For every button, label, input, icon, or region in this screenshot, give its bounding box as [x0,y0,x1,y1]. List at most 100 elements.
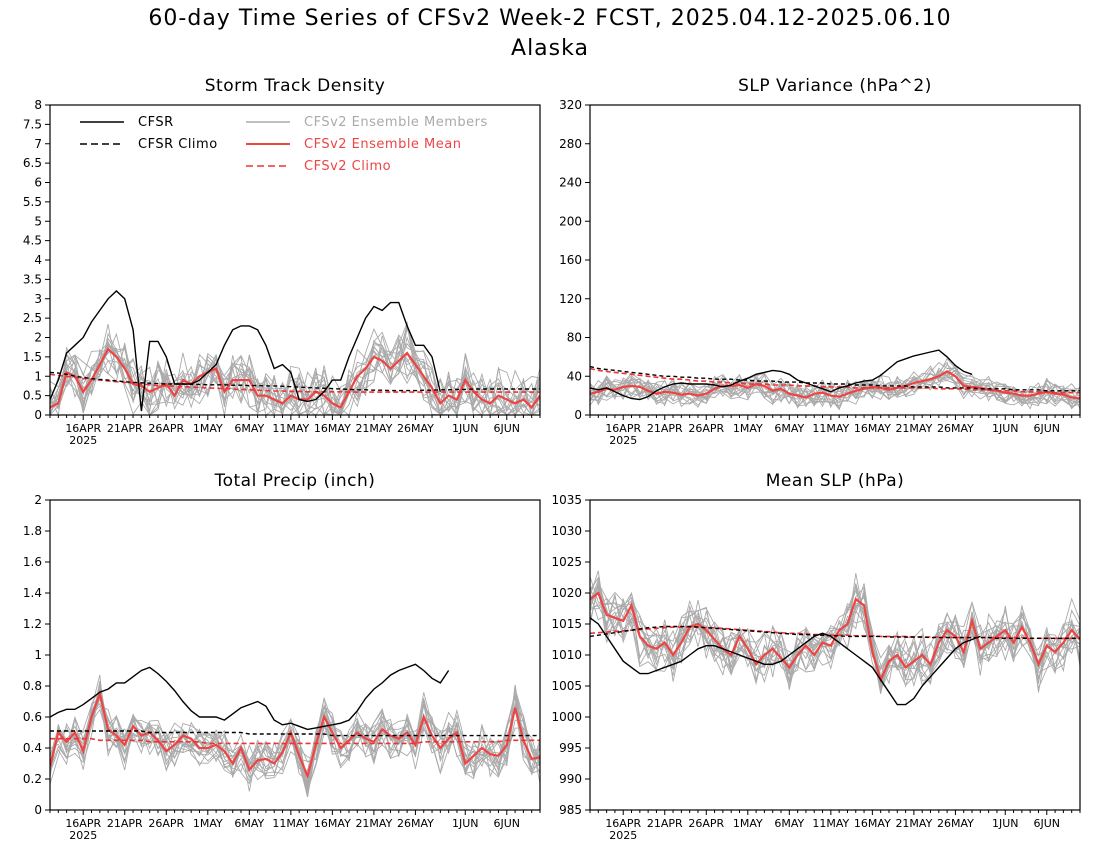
x-tick-label: 26APR [688,422,724,435]
y-tick-label: 2 [34,493,42,507]
x-tick-label: 6MAY [234,422,264,435]
panel-4: Mean SLP (hPa) 985 990 995 1000 1005 1010 1015 1… [551,471,1081,842]
panel-title: SLP Variance (hPa^2) [738,76,932,96]
y-tick-label: 7 [34,137,42,151]
x-tick-label: 16APR [605,817,641,830]
y-tick-label: 5 [34,214,42,228]
x-tick-label: 6MAY [774,422,804,435]
x-tick-label: 21MAY [355,817,392,830]
y-tick-label: 7.5 [23,117,42,131]
x-tick-label: 16APR [65,422,101,435]
y-tick-label: 0.5 [23,389,42,403]
y-tick-label: 8 [34,98,42,112]
ensemble-member-line [590,370,1080,410]
y-tick-label: 5.5 [23,195,42,209]
y-tick-label: 1.5 [23,350,42,364]
x-tick-label: 1MAY [733,422,763,435]
x-tick-label: 1JUN [452,422,479,435]
cfsr-climo-line [590,625,1080,639]
panel-title: Storm Track Density [205,76,386,96]
x-tick-label: 26APR [148,422,184,435]
legend: CFSR CFSR Climo CFSv2 Ensemble Members CFSv… [80,115,488,174]
y-tick-label: 1015 [551,617,582,631]
y-tick-label: 1.2 [23,617,42,631]
x-tick-label: 21MAY [895,422,932,435]
y-tick-label: 320 [559,98,582,112]
legend-cfsr-climo-label: CFSR Climo [138,137,218,152]
cfsr-climo-line [590,365,1080,392]
x-tick-label: 21MAY [355,422,392,435]
y-tick-label: 3.5 [23,272,42,286]
y-tick-label: 2 [34,331,42,345]
ensemble-member-line [590,363,1080,409]
y-tick-label: 120 [559,292,582,306]
x-tick-label: 11MAY [812,817,849,830]
y-tick-label: 0.4 [23,741,42,755]
ensemble-member-line [50,336,540,415]
x-tick-label: 21APR [107,422,143,435]
ensemble-member-line [590,582,1080,688]
panel-title: Total Precip (inch) [214,471,376,491]
y-tick-label: 1.6 [23,555,42,569]
y-tick-label: 1010 [551,648,582,662]
x-tick-label: 1JUN [992,422,1019,435]
x-tick-label: 21APR [647,817,683,830]
y-tick-label: 1 [34,369,42,383]
x-tick-label: 16MAY [854,817,891,830]
cfsv2-climo-line [50,737,540,745]
panel-3: Total Precip (inch) 0 0.2 0.4 0.6 0.8 1 1.2 1.4 1… [23,471,541,842]
y-tick-label: 3 [34,292,42,306]
plot-area [50,663,540,798]
x-tick-label: 6MAY [774,817,804,830]
x-tick-label: 16APR [605,422,641,435]
y-tick-label: 6 [34,176,42,190]
plot-frame [589,104,1081,416]
y-tick-label: 1.4 [23,586,42,600]
ensemble-mean-line [590,591,1080,683]
panel-1: Storm Track Density 0 0.5 1 1.5 2 2.5 3 3.5 4 4.5 5… [23,76,541,447]
x-tick-label: 26MAY [937,422,974,435]
legend-mean-label: CFSv2 Ensemble Mean [304,137,461,152]
x-tick-label: 6JUN [1034,422,1061,435]
x-tick-label: 11MAY [272,817,309,830]
x-tick-label: 21APR [107,817,143,830]
plot-area [590,570,1080,706]
y-tick-label: 1020 [551,586,582,600]
y-tick-label: 1030 [551,524,582,538]
x-year-label: 2025 [609,434,637,447]
y-tick-label: 280 [559,137,582,151]
cfsr-climo-line [50,730,540,737]
legend-members-label: CFSv2 Ensemble Members [304,115,488,130]
ensemble-member-line [50,323,540,415]
cfsv2-climo-line [590,367,1080,394]
x-tick-label: 16MAY [314,422,351,435]
y-tick-label: 1005 [551,679,582,693]
x-tick-label: 1MAY [193,422,223,435]
x-tick-label: 26MAY [397,817,434,830]
x-year-label: 2025 [609,829,637,842]
legend-cfsr-label: CFSR [138,115,174,130]
x-tick-label: 26APR [148,817,184,830]
y-tick-label: 0 [34,408,42,422]
panel-2: SLP Variance (hPa^2) 0 40 80 120 160 200 240 280… [559,76,1081,447]
y-tick-label: 0.6 [23,710,42,724]
x-tick-label: 26APR [688,817,724,830]
y-tick-label: 200 [559,214,582,228]
x-tick-label: 6JUN [494,422,521,435]
y-tick-label: 1 [34,648,42,662]
y-tick-label: 1000 [551,710,582,724]
y-tick-label: 2.5 [23,311,42,325]
plot-area [50,290,540,415]
x-tick-label: 21MAY [895,817,932,830]
plot-frame [49,499,541,811]
legend-cfsv2-climo-label: CFSv2 Climo [304,159,391,174]
y-tick-label: 985 [559,803,582,817]
x-tick-label: 11MAY [272,422,309,435]
cfsr-line [590,617,981,706]
main-title: 60-day Time Series of CFSv2 Week-2 FCST,… [148,6,952,31]
y-tick-label: 990 [559,772,582,786]
plot-frame [49,104,541,416]
y-tick-label: 160 [559,253,582,267]
y-tick-label: 240 [559,176,582,190]
